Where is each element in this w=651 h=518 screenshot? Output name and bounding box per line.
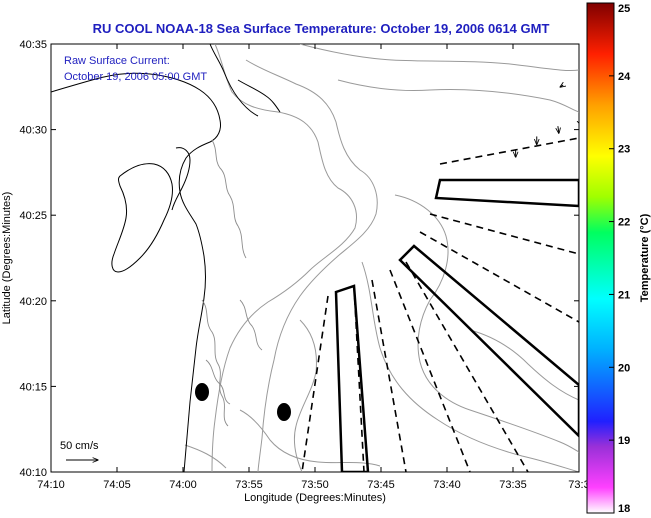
bathymetry-contour — [337, 79, 579, 113]
shelf-contour — [205, 359, 231, 405]
current-vector — [560, 85, 563, 87]
colorbar-tick-label: 22 — [618, 217, 630, 229]
current-vectors — [516, 76, 648, 302]
y-axis-ticks: 40:35 40:30 40:25 40:20 40:15 40:10 — [19, 39, 579, 479]
chart-title: RU COOL NOAA-18 Sea Surface Temperature:… — [93, 21, 550, 36]
colorbar-tick-label: 24 — [618, 71, 631, 83]
colorbar-tick-label: 19 — [618, 435, 630, 447]
colorbar-ticks: 18 19 20 21 22 23 24 25 — [609, 2, 631, 515]
y-tick-label: 40:15 — [19, 381, 47, 393]
traffic-separation-zones — [334, 178, 579, 472]
x-tick-label: 73:40 — [433, 479, 461, 491]
current-annotation-line-1: Raw Surface Current: — [64, 55, 170, 67]
shelf-contour — [211, 139, 247, 259]
current-vector — [558, 126, 559, 133]
current-annotation-line-2: October 19, 2006 05:00 GMT — [64, 71, 207, 83]
colorbar-tick-label: 21 — [618, 289, 630, 301]
coastline-path — [51, 72, 221, 472]
colorbar-label: Temperature (°C) — [639, 213, 651, 302]
scale-label: 50 cm/s — [60, 440, 99, 452]
station-marker — [277, 403, 291, 421]
coastline-path — [171, 147, 191, 211]
x-tick-label: 74:10 — [37, 479, 65, 491]
lane-line — [429, 213, 579, 255]
y-tick-label: 40:20 — [19, 296, 47, 308]
y-tick-label: 40:30 — [19, 125, 47, 137]
current-vector — [646, 111, 648, 116]
bathymetry-contour — [394, 194, 579, 453]
x-tick-label: 73:35 — [499, 479, 527, 491]
coastline-path — [237, 79, 281, 113]
current-vector — [580, 76, 584, 78]
shipping-lane-lines — [301, 137, 579, 472]
shelf-contour — [201, 299, 229, 427]
bathymetry-contour — [184, 444, 227, 469]
lane-line — [389, 269, 471, 472]
colorbar-tick-label: 23 — [618, 144, 630, 156]
station-marker — [195, 383, 209, 401]
bathymetry-contour — [361, 261, 579, 472]
x-tick-label: 74:05 — [103, 479, 131, 491]
x-tick-label: 74:00 — [169, 479, 197, 491]
x-tick-label: 73:45 — [367, 479, 395, 491]
lane-line — [419, 231, 579, 323]
bathymetry-contour — [293, 319, 317, 472]
x-tick-label: 73:3 — [568, 479, 589, 491]
map-features — [51, 44, 648, 472]
colorbar-tick-label: 25 — [618, 3, 630, 15]
coastline-path — [111, 163, 173, 273]
current-vector — [628, 98, 632, 104]
bathymetry-contour — [239, 409, 381, 467]
y-tick-label: 40:10 — [19, 467, 47, 479]
bathymetry-contour — [469, 329, 579, 401]
colorbar-tick-label: 18 — [618, 503, 630, 515]
x-axis-ticks: 74:10 74:05 74:00 73:55 73:50 73:45 73:40 73:35… — [37, 44, 590, 491]
lane-line — [371, 279, 407, 472]
colorbar-tick-label: 20 — [618, 362, 630, 374]
shelf-contours — [201, 139, 263, 427]
shelf-contour — [239, 299, 263, 351]
y-axis-label: Latitude (Degrees:Minutes) — [1, 192, 13, 325]
y-tick-label: 40:25 — [19, 210, 47, 222]
coastline-path — [209, 44, 259, 117]
x-axis-label: Longitude (Degrees:Minutes) — [244, 492, 386, 504]
separation-zone — [398, 244, 579, 438]
x-tick-label: 73:55 — [235, 479, 263, 491]
bathymetry-contour — [245, 59, 378, 472]
lane-line — [301, 295, 329, 472]
bathymetry-contour — [211, 44, 357, 472]
separation-zone — [334, 284, 370, 472]
lane-line — [405, 261, 529, 472]
coastline — [51, 44, 281, 472]
separation-zone — [434, 178, 579, 208]
y-tick-label: 40:35 — [19, 39, 47, 51]
x-tick-label: 73:50 — [301, 479, 329, 491]
plot-area — [50, 43, 580, 473]
bathymetry-contours — [184, 44, 579, 472]
bathymetry-contour — [299, 44, 579, 72]
temperature-colorbar — [586, 2, 615, 514]
